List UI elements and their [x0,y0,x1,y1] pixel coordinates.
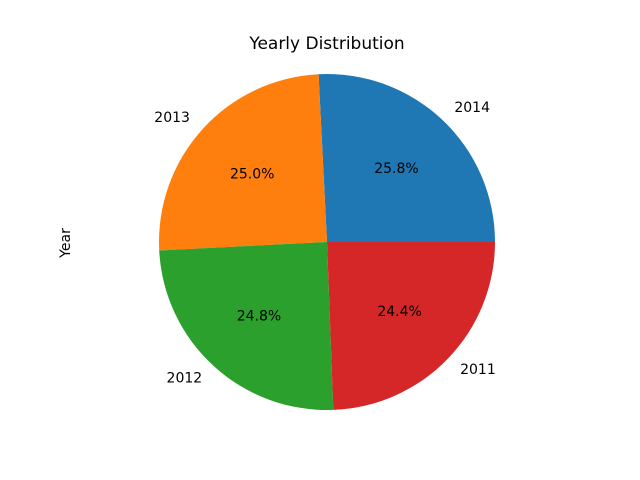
slice-percent-2014: 25.8% [374,161,418,177]
pie-slice-2013 [158,74,327,251]
pie-slice-2014 [318,73,495,242]
pie-labels: 2014 25.8% 2013 25.0% 2012 24.8% 2011 24.4% [154,100,495,386]
slice-label-2011: 2011 [460,362,496,378]
slice-percent-2013: 25.0% [230,166,274,182]
pie-slices [158,73,495,410]
slice-label-2012: 2012 [167,370,203,386]
slice-percent-2011: 24.4% [377,304,421,320]
slice-label-2014: 2014 [454,100,490,116]
pie-slice-2012 [159,242,334,410]
slice-percent-2012: 24.8% [237,308,281,324]
slice-label-2013: 2013 [154,110,190,126]
chart-title: Yearly Distribution [248,34,404,54]
pie-slice-2011 [327,242,495,410]
y-axis-label: Year [58,228,74,259]
